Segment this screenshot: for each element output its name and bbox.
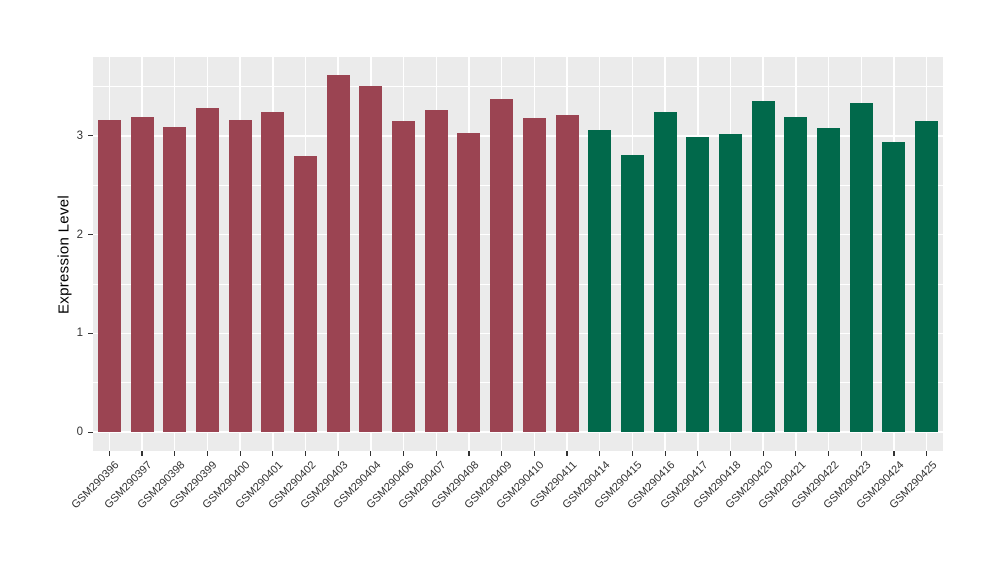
bar-GSM290398 (163, 127, 187, 432)
y-tick-label: 0 (76, 426, 83, 438)
x-tick-mark (729, 451, 732, 456)
h-gridline-minor (93, 86, 943, 87)
bar-GSM290423 (849, 103, 873, 432)
h-gridline-major (93, 233, 943, 236)
bar-GSM290420 (751, 101, 775, 432)
bar-GSM290421 (784, 117, 808, 432)
x-tick-mark (599, 451, 601, 456)
x-tick-mark (828, 451, 830, 456)
x-tick-mark (468, 451, 470, 456)
x-tick-mark (893, 451, 895, 456)
plot-panel (93, 57, 943, 451)
y-tick-label: 1 (76, 327, 83, 340)
x-tick-mark (860, 451, 862, 456)
bar-GSM290403 (326, 74, 350, 432)
bar-GSM290399 (195, 108, 219, 432)
h-gridline-major (93, 332, 943, 335)
y-tick-mark (88, 332, 93, 334)
bar-GSM290407 (424, 110, 448, 432)
bar-GSM290396 (97, 120, 121, 432)
bar-GSM290411 (555, 115, 579, 432)
x-tick-mark (926, 451, 928, 456)
x-tick-mark (664, 451, 666, 456)
bar-GSM290401 (261, 112, 285, 432)
h-gridline-minor (93, 382, 943, 384)
bar-GSM290406 (392, 121, 416, 432)
x-tick-mark (435, 451, 437, 456)
x-tick-mark (141, 451, 143, 456)
x-tick-mark (566, 451, 568, 456)
bar-GSM290408 (457, 132, 481, 432)
h-gridline-major (93, 135, 943, 137)
x-tick-mark (239, 451, 241, 456)
x-tick-mark (206, 451, 208, 456)
x-tick-mark (631, 451, 633, 456)
bar-GSM290409 (490, 99, 514, 432)
x-tick-mark (304, 451, 307, 456)
x-tick-mark (697, 451, 699, 456)
x-tick-mark (272, 451, 274, 456)
bar-GSM290415 (620, 154, 644, 432)
bar-GSM290417 (686, 136, 710, 432)
y-tick-mark (88, 431, 93, 433)
y-tick-label: 3 (76, 129, 83, 142)
x-tick-mark (762, 451, 764, 456)
bar-GSM290404 (359, 85, 383, 432)
h-gridline-minor (93, 283, 943, 285)
x-tick-mark (501, 451, 503, 456)
bar-GSM290416 (653, 112, 677, 432)
bar-GSM290400 (228, 120, 252, 432)
bar-GSM290425 (915, 121, 939, 432)
x-tick-mark (337, 451, 339, 456)
bar-GSM290402 (294, 155, 317, 432)
y-tick-label: 2 (76, 228, 83, 241)
x-tick-mark (795, 451, 797, 456)
y-tick-mark (88, 234, 93, 236)
h-gridline-major (93, 431, 943, 433)
bar-GSM290422 (817, 128, 841, 432)
bar-GSM290418 (719, 133, 742, 432)
bar-GSM290410 (522, 118, 546, 432)
x-tick-mark (174, 451, 176, 456)
x-tick-mark (108, 451, 110, 456)
x-tick-mark (533, 451, 535, 456)
x-tick-mark (403, 451, 405, 456)
bar-GSM290414 (588, 129, 612, 432)
y-axis-title: Expression Level (55, 194, 73, 314)
bar-GSM290397 (130, 117, 154, 432)
x-tick-mark (370, 451, 372, 456)
bar-GSM290424 (882, 141, 906, 432)
h-gridline-minor (93, 184, 943, 186)
y-tick-mark (88, 135, 93, 137)
